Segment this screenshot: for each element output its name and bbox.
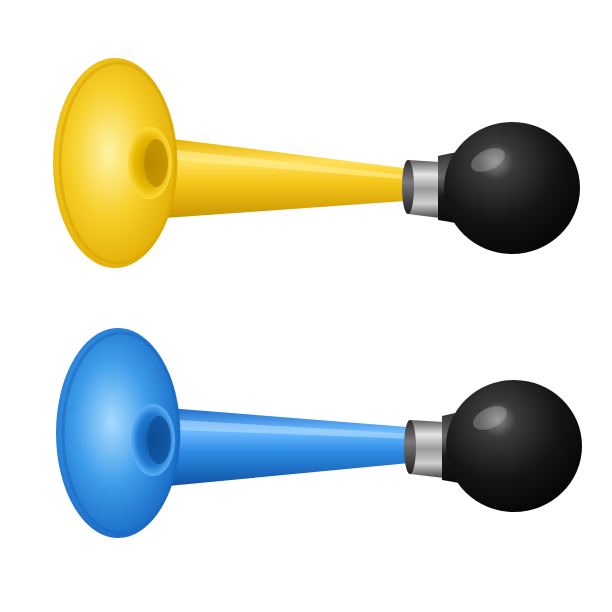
horn-blue-bell	[56, 328, 180, 538]
horn-yellow	[53, 58, 580, 268]
horn-blue-bulb	[446, 380, 582, 512]
horn-yellow-collar	[408, 160, 440, 218]
horn-yellow-bulb	[444, 122, 580, 254]
horn-blue-collar	[410, 420, 444, 478]
horn-blue	[56, 328, 582, 538]
horn-yellow-tube	[165, 138, 420, 218]
horn-yellow-bell	[53, 58, 177, 268]
horn-blue-tube	[168, 408, 420, 486]
